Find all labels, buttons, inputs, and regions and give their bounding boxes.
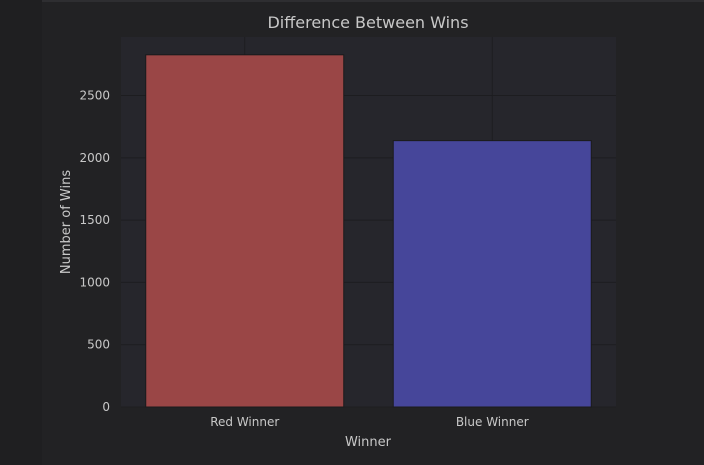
y-tick-label: 2000 — [79, 151, 110, 165]
x-tick-label: Blue Winner — [456, 415, 529, 429]
y-tick-label: 1500 — [79, 213, 110, 227]
x-axis-ticks: Red Winner Blue Winner — [210, 415, 529, 429]
x-tick-label: Red Winner — [210, 415, 279, 429]
bar-blue-winner — [392, 140, 592, 408]
bar-red-winner — [145, 54, 345, 408]
y-tick-label: 0 — [102, 400, 110, 414]
y-tick-label: 500 — [87, 338, 110, 352]
x-axis-label: Winner — [345, 435, 392, 450]
y-tick-label: 1000 — [79, 275, 110, 289]
bars — [145, 54, 592, 408]
y-axis-ticks: 0 500 1000 1500 2000 2500 — [79, 89, 110, 414]
chart-title: Difference Between Wins — [267, 13, 468, 32]
y-axis-label: Number of Wins — [59, 170, 74, 274]
y-tick-label: 2500 — [79, 89, 110, 103]
